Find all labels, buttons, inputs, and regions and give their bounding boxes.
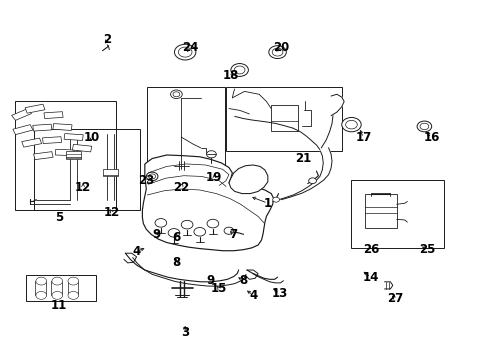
- Text: 9: 9: [152, 228, 160, 241]
- Circle shape: [272, 197, 279, 202]
- Text: 12: 12: [104, 206, 120, 219]
- Circle shape: [308, 178, 316, 184]
- Text: 4: 4: [248, 288, 257, 302]
- Circle shape: [168, 229, 180, 237]
- Bar: [351, 180, 443, 248]
- Bar: [72, 144, 92, 152]
- Circle shape: [174, 44, 196, 60]
- Text: 19: 19: [206, 171, 222, 184]
- Bar: [13, 125, 33, 135]
- Bar: [34, 129, 140, 210]
- Polygon shape: [272, 197, 290, 202]
- Polygon shape: [292, 189, 310, 195]
- Circle shape: [52, 277, 62, 285]
- Text: 5: 5: [55, 211, 63, 224]
- Bar: [26, 275, 96, 301]
- Polygon shape: [282, 193, 301, 199]
- Text: 13: 13: [271, 287, 287, 300]
- Bar: [12, 109, 31, 120]
- Bar: [55, 149, 74, 156]
- Circle shape: [146, 172, 158, 181]
- Circle shape: [68, 292, 79, 299]
- Circle shape: [170, 90, 182, 99]
- Text: 16: 16: [423, 131, 439, 144]
- Text: 20: 20: [272, 41, 288, 54]
- Text: 6: 6: [172, 231, 180, 244]
- Bar: [271, 105, 297, 131]
- Text: 7: 7: [229, 228, 237, 241]
- Bar: [365, 194, 396, 228]
- Text: 4: 4: [132, 245, 141, 258]
- Text: 8: 8: [172, 256, 180, 269]
- Circle shape: [230, 64, 248, 76]
- Text: 3: 3: [181, 327, 189, 339]
- Bar: [15, 102, 116, 210]
- Text: 8: 8: [239, 274, 247, 287]
- Text: 26: 26: [362, 243, 378, 256]
- Circle shape: [268, 46, 286, 59]
- Circle shape: [234, 66, 244, 74]
- Bar: [67, 281, 78, 296]
- Text: 22: 22: [173, 181, 189, 194]
- Text: 15: 15: [211, 283, 227, 296]
- Polygon shape: [314, 175, 328, 182]
- Text: 10: 10: [83, 131, 99, 144]
- Bar: [44, 112, 63, 118]
- Circle shape: [416, 121, 431, 132]
- PathPatch shape: [142, 155, 273, 251]
- Circle shape: [148, 174, 155, 179]
- PathPatch shape: [228, 165, 267, 194]
- Circle shape: [155, 219, 166, 227]
- Text: 18: 18: [222, 69, 239, 82]
- Text: 27: 27: [386, 292, 403, 305]
- Text: 9: 9: [206, 274, 214, 287]
- Text: 2: 2: [103, 33, 111, 46]
- Circle shape: [341, 117, 361, 132]
- Text: 14: 14: [362, 271, 378, 284]
- Bar: [65, 151, 81, 158]
- Circle shape: [345, 120, 357, 129]
- Bar: [53, 123, 72, 130]
- Text: 1: 1: [263, 197, 271, 210]
- Circle shape: [173, 92, 180, 97]
- Bar: [34, 152, 53, 159]
- Text: 24: 24: [182, 41, 198, 54]
- Bar: [225, 87, 341, 152]
- Text: 12: 12: [75, 181, 91, 194]
- Polygon shape: [322, 161, 331, 170]
- Circle shape: [224, 227, 233, 234]
- Circle shape: [36, 292, 46, 299]
- Bar: [51, 281, 62, 296]
- Text: 21: 21: [294, 152, 310, 165]
- Bar: [42, 137, 61, 144]
- Bar: [102, 168, 118, 176]
- Circle shape: [206, 151, 216, 158]
- Bar: [147, 87, 224, 180]
- Circle shape: [272, 48, 283, 56]
- Circle shape: [194, 228, 205, 236]
- Bar: [21, 138, 41, 147]
- Polygon shape: [319, 168, 330, 176]
- Bar: [64, 134, 83, 140]
- Circle shape: [181, 220, 193, 229]
- Text: 25: 25: [418, 243, 434, 256]
- Circle shape: [206, 219, 218, 228]
- Polygon shape: [301, 185, 317, 191]
- Circle shape: [52, 292, 62, 299]
- Polygon shape: [308, 180, 323, 186]
- Polygon shape: [319, 148, 330, 156]
- Text: 17: 17: [355, 131, 371, 144]
- Bar: [33, 124, 52, 131]
- Circle shape: [178, 47, 192, 57]
- Circle shape: [419, 123, 428, 130]
- Bar: [35, 281, 46, 296]
- Bar: [25, 104, 45, 113]
- Polygon shape: [322, 154, 331, 163]
- Polygon shape: [330, 94, 344, 116]
- Circle shape: [36, 277, 46, 285]
- Text: 11: 11: [51, 298, 67, 311]
- Circle shape: [68, 277, 79, 285]
- Text: 23: 23: [138, 174, 154, 187]
